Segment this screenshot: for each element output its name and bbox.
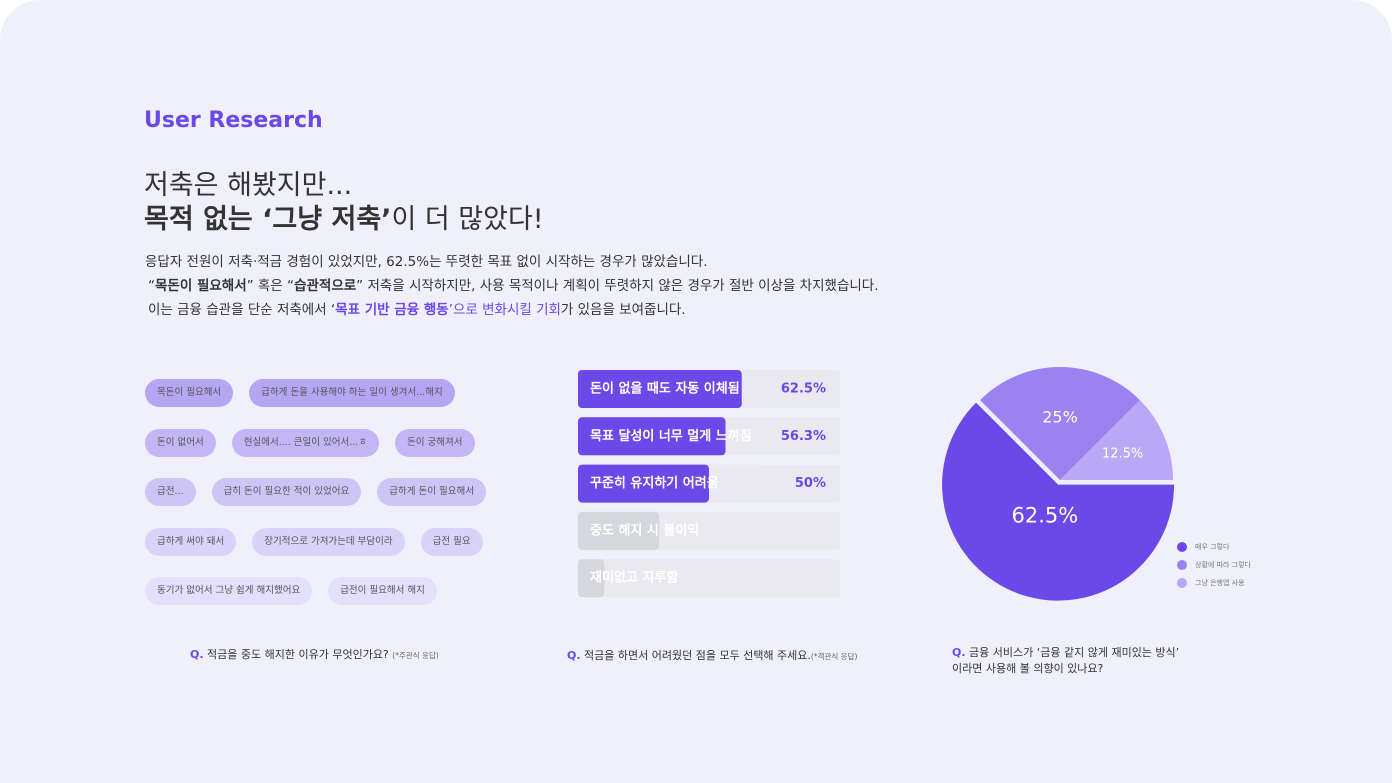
value-label: 62.5% <box>781 382 826 397</box>
text: ’으로 변화시킬 기회 <box>448 302 561 318</box>
bar <box>578 417 726 456</box>
tag-row: 목돈이 필요해서 급하게 돈을 사용해야 하는 일이 생겨서...해지 <box>145 379 486 407</box>
slice-label: 62.5% <box>1012 504 1079 528</box>
tag-row: 급하게 써야 돼서 장기적으로 가져가는데 부담이라 급전 필요 <box>145 527 486 556</box>
q-note: (*객관식 응답) <box>810 652 858 661</box>
bar <box>578 464 709 503</box>
tag: 동기가 없어서 그냥 쉽게 해지했어요 <box>145 577 313 605</box>
section-label: User Research <box>144 108 323 133</box>
legend-dot <box>1177 560 1187 570</box>
tag-row: 급전... 급히 돈이 필요한 적이 있었어요 급하게 돈이 필요해서 <box>145 478 486 506</box>
question: Q. 적금을 하면서 어려웠던 점을 모두 선택해 주세요.(*객관식 응답) <box>567 647 857 663</box>
slice-label: 25% <box>1042 407 1078 426</box>
tag: 급하게 써야 돼서 <box>145 527 237 556</box>
tag: 돈이 궁해져서 <box>395 428 475 457</box>
slice-label: 12.5% <box>1102 447 1143 462</box>
description-line: “목돈이 필요해서” 혹은 “습관적으로” 저축을 시작하지만, 사용 목적이나… <box>148 274 879 294</box>
bar <box>578 370 742 408</box>
tag: 급하게 돈이 필요해서 <box>377 478 486 506</box>
bar-label: 꾸준히 유지하기 어려움 <box>590 475 719 491</box>
bar <box>578 511 660 550</box>
q-text: 이라면 사용해 볼 의향이 있나요? <box>952 662 1104 675</box>
q-label: Q. <box>190 648 204 661</box>
title-line: 저축은 해봤지만... <box>144 170 353 201</box>
text: “ <box>148 278 155 294</box>
tag: 급전... <box>145 478 196 506</box>
pie-slice <box>1060 400 1173 480</box>
q-label: Q. <box>952 646 966 659</box>
q-text: 적금을 하면서 어려웠던 점을 모두 선택해 주세요. <box>584 649 811 662</box>
q-note: (*주관식 응답) <box>392 651 439 660</box>
bar-label: 중도 해지 시 불이익 <box>590 522 699 538</box>
question: Q. 적금을 중도 해지한 이유가 무엇인가요? (*주관식 응답) <box>190 646 439 662</box>
tag: 급전 필요 <box>420 527 483 556</box>
tag-row: 돈이 없어서 현실에서.... 큰일이 있어서...ㅎ 돈이 궁해져서 <box>145 428 486 457</box>
title-rest: 이 더 많았다! <box>391 204 544 235</box>
text: ” 혹은 “ <box>246 278 295 294</box>
tag: 현실에서.... 큰일이 있어서...ㅎ <box>231 428 380 457</box>
bar-label: 재미없고 지루함 <box>590 570 678 586</box>
bar-label: 돈이 없을 때도 자동 이체됨 <box>590 381 740 397</box>
text: ” 저축을 시작하지만, 사용 목적이나 계획이 뚜렷하지 않은 경우가 절반 … <box>356 278 879 294</box>
value-label: 50% <box>795 476 826 491</box>
value-label: 56.3% <box>781 429 826 444</box>
bar <box>578 559 605 598</box>
text: 가 있음을 보여줍니다. <box>560 302 686 318</box>
bar-track <box>578 559 840 598</box>
tag: 급전이 필요해서 해지 <box>328 577 437 605</box>
legend-dot <box>1177 542 1187 552</box>
text: 목돈이 필요해서 <box>155 278 247 294</box>
title-bold: 목적 없는 ‘그냥 저축’ <box>144 204 392 235</box>
tag: 돈이 없어서 <box>145 428 216 457</box>
text: 목표 기반 금융 행동 <box>335 302 449 318</box>
description-line: 이는 금융 습관을 단순 저축에서 ‘목표 기반 금융 행동’으로 변화시킬 기… <box>148 298 686 318</box>
q-text: 금융 서비스가 ‘금융 같지 않게 재미있는 방식’ <box>969 646 1180 659</box>
tag: 목돈이 필요해서 <box>145 379 234 407</box>
bar-label: 목표 달성이 너무 멀게 느껴짐 <box>590 428 752 444</box>
legend-label: 상황에 따라 그렇다 <box>1195 560 1252 569</box>
pie-slice <box>980 366 1140 480</box>
question: Q. 금융 서비스가 ‘금융 같지 않게 재미있는 방식’ 이라면 사용해 볼 의… <box>952 645 1179 677</box>
tag: 장기적으로 가져가는데 부담이라 <box>252 527 405 556</box>
tag-row: 동기가 없어서 그냥 쉽게 해지했어요 급전이 필요해서 해지 <box>145 577 486 605</box>
text: 이는 금융 습관을 단순 저축에서 ‘ <box>148 302 336 318</box>
legend-label: 그냥 은행앱 사용 <box>1195 578 1245 587</box>
tag: 급하게 돈을 사용해야 하는 일이 생겨서...해지 <box>249 379 455 407</box>
pie-slice <box>942 402 1175 601</box>
text: 습관적으로 <box>294 278 357 294</box>
legend-label: 매우 그렇다 <box>1195 542 1230 551</box>
title-line: 목적 없는 ‘그냥 저축’이 더 많았다! <box>144 197 544 236</box>
q-text: 적금을 중도 해지한 이유가 무엇인가요? <box>207 648 389 661</box>
q-label: Q. <box>567 649 581 662</box>
legend-dot <box>1177 578 1187 588</box>
description-line: 응답자 전원이 저축·적금 경험이 있었지만, 62.5%는 뚜렷한 목표 없이… <box>145 254 708 270</box>
tag: 급히 돈이 필요한 적이 있었어요 <box>211 478 362 506</box>
